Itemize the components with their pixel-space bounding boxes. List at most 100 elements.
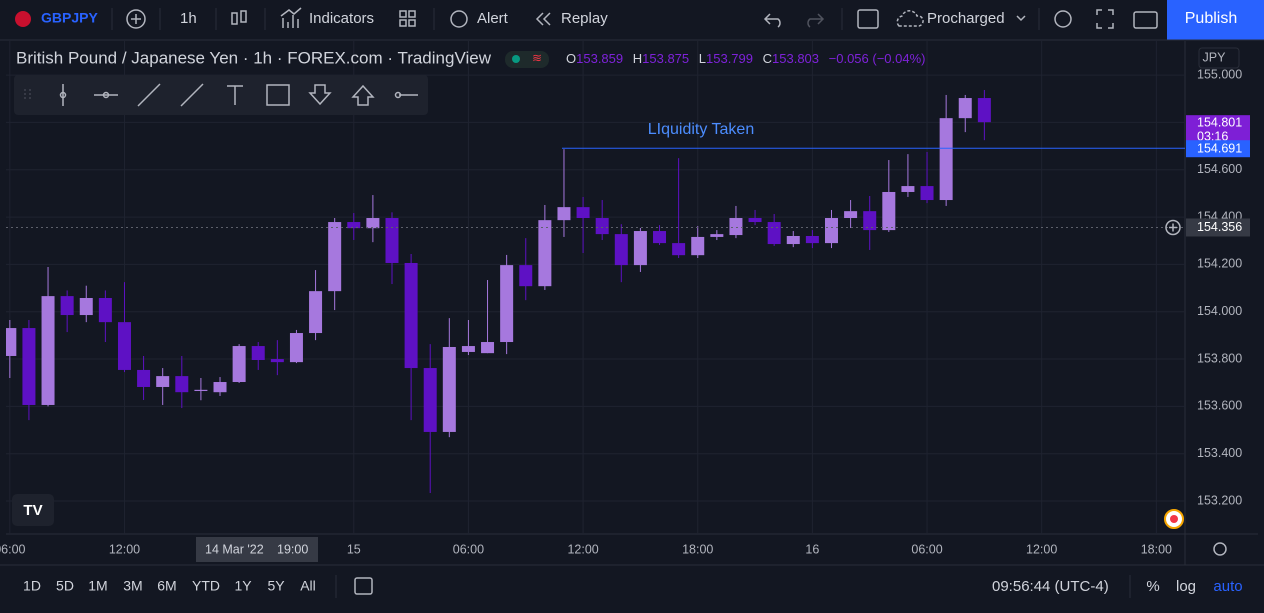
ohlc-change: −0.056 (−0.04%)	[829, 51, 926, 66]
tool-arrow-up[interactable]	[351, 84, 375, 106]
redo[interactable]	[807, 13, 825, 28]
crosshair-price: 154.356	[1197, 220, 1242, 234]
fullscreen[interactable]	[1096, 9, 1114, 29]
range-button[interactable]: 6M	[157, 578, 176, 594]
add-alert-icon[interactable]	[1165, 219, 1181, 236]
bottom-toolbar: 09:56:44 (UTC-4) % log auto 1D 5D 1M 3M 6M YT…	[23, 575, 1243, 598]
symbol[interactable]: GBPJPY	[41, 10, 98, 26]
y-tick-label: 153.800	[1197, 351, 1242, 365]
auto-toggle[interactable]: auto	[1213, 578, 1242, 595]
snapshot[interactable]	[1133, 11, 1158, 29]
indicators-icon	[280, 7, 302, 28]
grid	[6, 41, 1185, 534]
replay-button[interactable]: Replay	[561, 10, 608, 27]
candle-body	[538, 220, 552, 287]
settings[interactable]	[1054, 10, 1072, 28]
range-button[interactable]: 1M	[88, 578, 107, 594]
tool-arrow-down[interactable]	[308, 84, 332, 106]
axis-settings[interactable]	[1213, 542, 1227, 556]
range-button[interactable]: YTD	[192, 578, 220, 594]
add-symbol[interactable]	[126, 9, 146, 29]
range-button[interactable]: 1Y	[234, 578, 252, 594]
ohlc-value: 153.803	[772, 51, 819, 66]
x-tick-label: 16	[805, 542, 819, 556]
tv-logo-mark: TV	[23, 502, 42, 519]
last-price: 154.801	[1197, 115, 1242, 129]
tv-logo[interactable]	[12, 494, 54, 526]
candle-body	[232, 346, 246, 383]
level-price: 154.691	[1197, 142, 1242, 156]
x-tick-label: 18:00	[682, 542, 713, 556]
x-tick-label: 06:00	[911, 542, 942, 556]
range-button[interactable]: 5D	[56, 578, 74, 594]
y-tick-label: 153.200	[1197, 493, 1242, 507]
market-status	[505, 51, 549, 68]
alert-button[interactable]: Alert	[477, 10, 509, 27]
goto-date[interactable]	[354, 577, 373, 595]
x-tick-label: 18:00	[1141, 542, 1172, 556]
candle-body	[863, 211, 877, 231]
ohlc-key: C	[763, 51, 772, 66]
top-toolbar: GBPJPY 1h Indicators Alert Replay Procha…	[15, 0, 1264, 40]
x-tick-label: 12:00	[1026, 542, 1057, 556]
candle-body	[442, 346, 456, 432]
legend-title: British Pound / Japanese Yen · 1h · FORE…	[16, 48, 492, 67]
fullscreen-select[interactable]	[857, 9, 879, 29]
candle-body	[385, 218, 399, 263]
layout-name[interactable]: Procharged	[927, 10, 1005, 27]
candle-body	[79, 298, 93, 316]
publish-button[interactable]	[1167, 0, 1264, 40]
range-button[interactable]: 1D	[23, 578, 41, 594]
tool-trend-line[interactable]	[180, 83, 204, 107]
percent-toggle[interactable]: %	[1146, 578, 1159, 595]
ohlc-key: O	[566, 51, 576, 66]
y-tick-label: 153.600	[1197, 399, 1242, 413]
countdown: 03:16	[1197, 129, 1228, 143]
undo[interactable]	[763, 13, 781, 28]
ohlc: O153.859 H153.875 L153.799 C153.803 −0.0…	[566, 51, 926, 66]
tool-text[interactable]	[227, 85, 243, 105]
candle-body	[22, 328, 36, 405]
candle-body	[98, 298, 112, 323]
crosshair-time-box	[196, 537, 318, 562]
tool-rectangle[interactable]	[266, 84, 290, 106]
layouts-icon[interactable]	[399, 10, 416, 27]
candle-body	[41, 296, 55, 405]
candle-body	[901, 186, 915, 192]
add-alert-plus[interactable]	[1169, 223, 1177, 232]
layout-dropdown[interactable]	[1016, 15, 1026, 22]
candle-body	[920, 186, 934, 201]
candle-body	[289, 333, 303, 363]
interval[interactable]: 1h	[180, 10, 197, 27]
indicators-button[interactable]: Indicators	[309, 10, 374, 27]
y-tick-label: 154.600	[1197, 162, 1242, 176]
log-toggle[interactable]: log	[1176, 578, 1196, 595]
drag-handle[interactable]	[24, 89, 31, 101]
status-dot	[512, 55, 520, 63]
candle-body	[958, 98, 972, 119]
y-tick-label: 155.000	[1197, 67, 1242, 81]
currency-button[interactable]	[1198, 47, 1240, 69]
annotation: LIquidity Taken	[648, 121, 754, 138]
clock[interactable]: 09:56:44 (UTC-4)	[992, 578, 1109, 595]
publish-label[interactable]: Publish	[1185, 10, 1237, 27]
x-tick-label: 06:00	[0, 542, 26, 556]
currency[interactable]: JPY	[1203, 50, 1227, 64]
ohlc-key: L	[699, 51, 706, 66]
ohlc-value: 153.875	[642, 51, 689, 66]
chart-type[interactable]	[231, 10, 247, 25]
tool-trend-ray[interactable]	[137, 83, 161, 107]
candle-body	[175, 376, 189, 393]
candle-body	[691, 236, 705, 256]
cloud-icon	[896, 10, 924, 27]
range-button[interactable]: 3M	[123, 578, 142, 594]
x-tick-label: 15	[347, 542, 361, 556]
flag-icon	[15, 11, 31, 27]
candle-body	[786, 236, 800, 245]
candle-body	[328, 222, 342, 292]
candle-body	[137, 369, 151, 387]
range-button[interactable]: 5Y	[267, 578, 285, 594]
range-button[interactable]: All	[300, 578, 316, 594]
drawing-toolbar	[14, 75, 428, 115]
